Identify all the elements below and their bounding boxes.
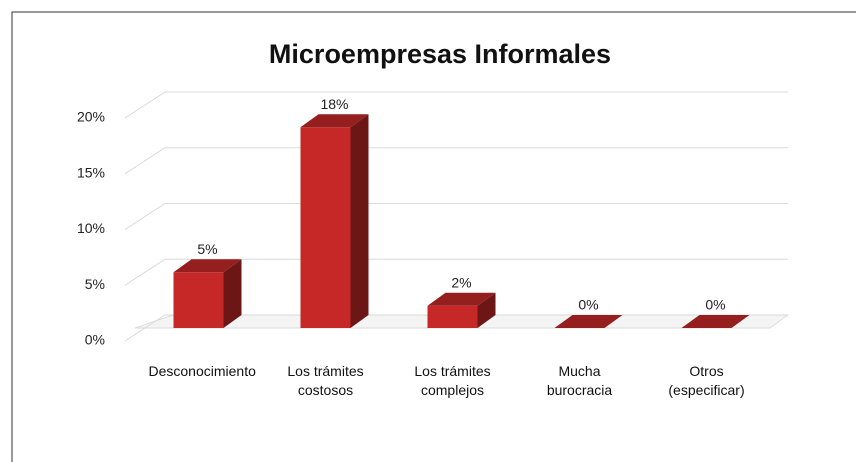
data-label: 5%	[197, 241, 217, 257]
bar-front	[300, 127, 351, 328]
bar	[554, 315, 623, 328]
bar	[173, 259, 242, 328]
data-label: 0%	[705, 297, 725, 313]
data-label: 2%	[451, 274, 471, 290]
y-tick-label: 15%	[77, 164, 105, 180]
bar-side	[477, 292, 496, 328]
data-label: 18%	[320, 96, 348, 112]
bar	[427, 292, 496, 328]
bar-top	[300, 114, 369, 128]
bar-top	[554, 315, 623, 328]
grid-line	[124, 203, 788, 230]
y-tick-label: 0%	[85, 332, 105, 348]
data-label: 0%	[578, 297, 598, 313]
x-tick-label: Desconocimiento	[148, 363, 256, 379]
y-tick-label: 10%	[77, 220, 105, 236]
x-tick-label: Otros (especificar)	[668, 363, 745, 398]
bar	[681, 315, 750, 328]
bar-front	[427, 305, 478, 328]
bar-front	[173, 272, 224, 328]
x-tick-label: Los trámites costosos	[287, 363, 364, 398]
bar-side	[350, 114, 369, 328]
y-tick-label: 20%	[77, 109, 105, 125]
x-tick-label: Los trámites complejos	[414, 363, 491, 398]
grid-line	[124, 258, 788, 286]
grid-line	[124, 147, 788, 175]
bar-top	[427, 292, 496, 306]
bar-top	[173, 259, 242, 273]
x-tick-label: Mucha burocracia	[546, 363, 613, 398]
bar	[300, 114, 369, 328]
chart-border	[11, 11, 856, 462]
bar-top	[681, 315, 750, 328]
grid-line	[124, 91, 788, 119]
bar-side	[223, 259, 242, 328]
chart-title: Microempresas Informales	[269, 39, 611, 69]
y-tick-label: 5%	[85, 276, 105, 292]
